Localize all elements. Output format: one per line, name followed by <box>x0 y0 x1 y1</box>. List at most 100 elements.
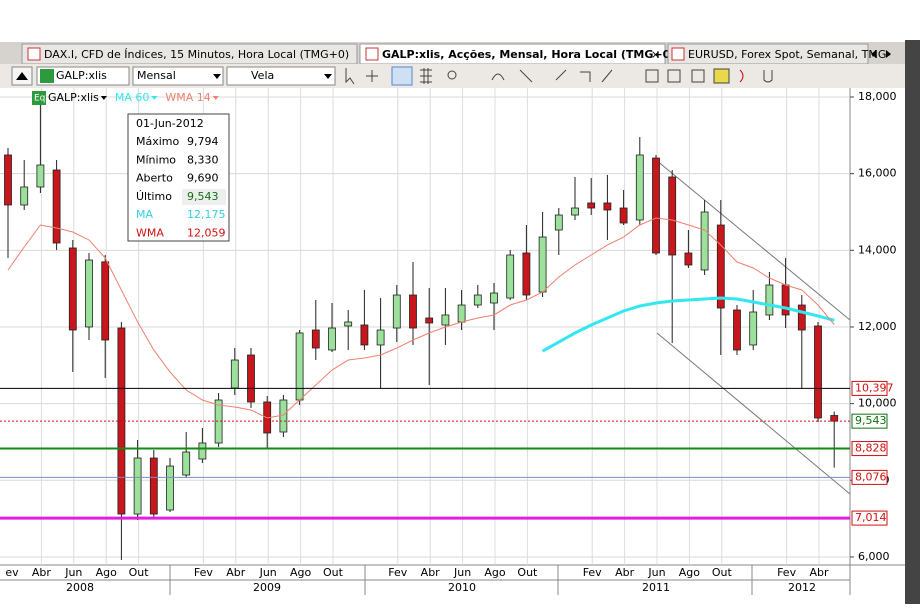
fib-tool[interactable] <box>580 71 591 82</box>
tool[interactable] <box>763 70 773 83</box>
crosshair-tool[interactable] <box>366 70 378 82</box>
x-tick-label: Jun <box>64 566 82 579</box>
tool[interactable] <box>645 69 659 83</box>
tool[interactable] <box>739 69 744 83</box>
tab-close[interactable]: × <box>651 48 660 61</box>
info-tool[interactable] <box>391 66 413 86</box>
tooltip-label: Máximo <box>136 135 180 148</box>
dropdown-arrow <box>324 74 332 79</box>
y-tick-label: 10,000 <box>858 397 897 410</box>
x-tick-label: Abr <box>421 566 441 579</box>
x-tick-label: Fev <box>583 566 602 579</box>
level-box <box>851 469 888 485</box>
tool-icons <box>345 66 773 86</box>
wave-tool[interactable] <box>491 73 505 81</box>
tooltip-value: 9,543 <box>187 190 219 203</box>
x-tick-label: ev <box>5 566 19 579</box>
candle-body <box>85 259 93 328</box>
candle-body <box>635 154 644 221</box>
tool[interactable] <box>691 69 705 83</box>
year-label: 2011 <box>642 581 670 594</box>
line-tool[interactable] <box>519 69 533 83</box>
arrow-tool[interactable] <box>601 69 613 83</box>
tab-icon <box>671 47 685 61</box>
x-tick-label: Jun <box>259 566 277 579</box>
tab-icon <box>365 47 379 61</box>
x-tick-label: Abr <box>615 566 635 579</box>
candle-body <box>409 294 417 329</box>
x-tick-label: Fev <box>777 566 796 579</box>
x-tick-label: Fev <box>388 566 407 579</box>
candle-body <box>328 327 336 351</box>
candle-body <box>441 314 450 326</box>
candle-body <box>733 309 741 351</box>
candle-body <box>425 317 434 324</box>
tooltip-value: 8,330 <box>187 153 219 166</box>
candle-body <box>781 284 790 316</box>
candle-body <box>587 202 596 209</box>
y-tick-label: 6,000 <box>858 550 890 563</box>
period-select[interactable] <box>132 66 224 86</box>
candle-body <box>101 261 110 341</box>
x-tick-label: Out <box>712 566 733 579</box>
candle-body <box>814 325 822 419</box>
candle-body <box>603 202 612 211</box>
year-label: 2009 <box>253 581 281 594</box>
candle-body <box>230 359 239 389</box>
level-box <box>851 510 888 526</box>
x-tick-label: Abr <box>226 566 246 579</box>
candle-body <box>522 252 531 296</box>
x-tick-label: Ago <box>679 566 701 579</box>
tool[interactable] <box>667 69 681 83</box>
candle-body <box>182 451 191 476</box>
y-tick-label: 18,000 <box>858 90 897 103</box>
trend-line <box>656 332 850 495</box>
tooltip-value: 9,690 <box>187 172 219 185</box>
level-box <box>851 441 888 457</box>
candle-body <box>716 224 725 309</box>
indicator-line <box>541 296 835 353</box>
tooltip-label: Aberto <box>136 172 173 185</box>
x-tick-label: Ago <box>96 566 118 579</box>
x-tick-label: Out <box>323 566 344 579</box>
level-label: 10,397 <box>855 381 894 394</box>
legend-entry: WMA 14 <box>165 91 210 104</box>
tool[interactable] <box>713 68 730 84</box>
pen-tool[interactable] <box>555 69 567 81</box>
eq-badge <box>32 91 46 105</box>
tooltip-box <box>127 113 230 242</box>
candle-body <box>652 157 660 254</box>
pointer-tool[interactable] <box>345 68 355 85</box>
zoom-tool[interactable] <box>447 70 457 80</box>
tooltip-label: Último <box>136 190 172 203</box>
tab-scroll-right[interactable] <box>886 50 891 58</box>
grid-tool[interactable] <box>420 68 432 84</box>
x-tick-label: Out <box>517 566 538 579</box>
symbol: GALP:xlis <box>56 69 107 82</box>
year-label: 2008 <box>66 581 94 594</box>
style-select[interactable] <box>226 66 336 86</box>
legend-entry: GALP:xlis <box>48 91 99 104</box>
candle-body <box>295 332 304 401</box>
candle-body <box>247 354 255 403</box>
tooltip-label: Mínimo <box>136 153 176 166</box>
candle-body <box>68 247 77 331</box>
candle-body <box>619 207 628 224</box>
tab-label: EURUSD, Forex Spot, Semanal, TMG- <box>688 48 890 61</box>
tab-scroll-left[interactable] <box>871 50 876 58</box>
candle-body <box>20 186 29 206</box>
legend-arrow <box>212 96 219 100</box>
legend: GALP:xlis MA 60 WMA 14 <box>48 91 219 104</box>
style: Vela <box>251 69 274 82</box>
candle-body <box>797 304 806 331</box>
tab-label: GALP:xlis, Acções, Mensal, Hora Local (T… <box>382 48 675 61</box>
candle-body <box>360 324 369 346</box>
candle-body <box>571 207 579 216</box>
trend-line <box>655 159 850 321</box>
y-tick-label: 12,000 <box>858 320 897 333</box>
symbol-box[interactable] <box>36 66 130 86</box>
x-tick-label: Out <box>129 566 150 579</box>
tooltip-label: MA <box>136 208 153 221</box>
